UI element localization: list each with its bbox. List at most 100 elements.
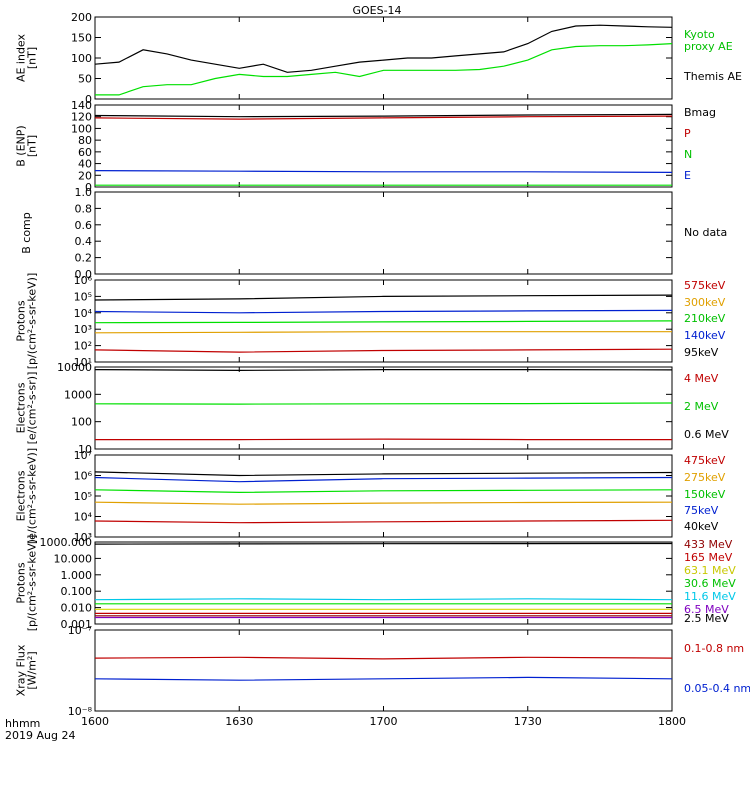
panel-1-legend-3: Themis AE xyxy=(683,70,742,83)
panel-4-legend-3: 210keV xyxy=(684,312,726,325)
panel-4-legend-1: 575keV xyxy=(684,279,726,292)
panel-5-ylabel: Electrons xyxy=(15,382,28,433)
panel-8-ylabel: [W/m²] xyxy=(26,651,39,689)
panel-6-series-275kev xyxy=(94,501,673,505)
panel-2-ytick-label: 120 xyxy=(71,111,92,124)
panel-6-ytick-label: 10⁶ xyxy=(74,470,93,483)
panel-7-legend-5: 11.6 MeV xyxy=(684,590,736,603)
panel-4-series-95kev xyxy=(94,294,673,301)
panel-4-ylabel: [p/(cm²-s-sr-keV)] xyxy=(26,273,39,370)
panel-1-ylabel: AE index xyxy=(15,33,28,82)
panel-7-ylabel: Protons xyxy=(15,562,28,603)
panel-7-legend-3: 63.1 MeV xyxy=(684,564,736,577)
panel-5-ytick-label: 1000 xyxy=(64,388,92,401)
panel-2-legend-2: P xyxy=(684,127,691,140)
panel-4-series-300kev xyxy=(94,331,672,334)
panel-1-legend-2: proxy AE xyxy=(684,40,733,53)
panel-6-series-475kev xyxy=(94,519,673,524)
panel-5-legend-2: 2 MeV xyxy=(684,400,719,413)
panel-3-ylabel: B comp xyxy=(20,212,33,254)
panel-2-legend-4: E xyxy=(684,169,691,182)
panel-6-ylabel: Electrons xyxy=(15,470,28,521)
panel-4-ytick-label: 10⁶ xyxy=(74,274,93,287)
panel-1-ytick-label: 150 xyxy=(71,32,92,45)
panel-5-series-2-mev xyxy=(94,402,673,405)
panel-8-legend-2: 0.05-0.4 nm xyxy=(684,682,750,695)
panel-3-ytick-label: 1.0 xyxy=(75,186,93,199)
panel-4-ytick-label: 10² xyxy=(74,340,92,353)
panel-3-ytick-label: 0.0 xyxy=(75,268,93,281)
panel-4-ytick-label: 10⁵ xyxy=(74,290,92,303)
panel-5-legend-3: 0.6 MeV xyxy=(684,428,729,441)
panel-7-legend-1: 433 MeV xyxy=(684,538,733,551)
panel-5-ylabel: [e/(cm²-s-sr)] xyxy=(26,372,39,445)
time-axis-tick-label: 1700 xyxy=(370,715,398,728)
panel-2-legend-3: N xyxy=(684,148,692,161)
panel-8-series-0-05-0-4-nm xyxy=(94,676,673,681)
panel-5-ytick-label: 10 xyxy=(78,443,92,456)
panel-6-ylabel: [e/(cm²-s-sr-keV)] xyxy=(26,448,39,544)
panel-6-legend-1: 475keV xyxy=(684,454,726,467)
panel-7-ytick-label: 1000.000 xyxy=(40,536,93,549)
panel-3-legend-1: No data xyxy=(684,226,727,239)
panel-6-ytick-label: 10³ xyxy=(74,531,92,544)
panel-5-series-0-6-mev xyxy=(94,369,673,372)
panel-1-series-themis-ae xyxy=(94,24,673,73)
panel-7-series-11-6-mev xyxy=(94,598,673,601)
panel-5-legend-1: 4 MeV xyxy=(684,372,719,385)
panel-1-ytick-label: 50 xyxy=(78,73,92,86)
panel-7-legend-7: 2.5 MeV xyxy=(684,612,729,625)
time-axis-label-line2: 2019 Aug 24 xyxy=(5,729,75,742)
panel-1-ytick-label: 200 xyxy=(71,11,92,24)
panel-8-frame xyxy=(94,629,673,712)
panel-6-legend-5: 40keV xyxy=(684,520,719,533)
panel-6-series-150kev xyxy=(94,489,673,494)
panel-7-ytick-label: 10.000 xyxy=(54,552,93,565)
panel-8-ytick-label: 10⁻⁷ xyxy=(68,624,92,637)
panel-6-frame xyxy=(94,454,673,538)
panel-7-legend-4: 30.6 MeV xyxy=(684,577,736,590)
panel-8-ytick-label: 10⁻⁸ xyxy=(68,705,93,718)
panel-1-series-kyoto-proxy-ae xyxy=(95,43,673,96)
panel-3-ytick-label: 0.6 xyxy=(75,219,93,232)
panel-6-ytick-label: 10⁵ xyxy=(74,490,92,503)
panel-7-ytick-label: 0.001 xyxy=(61,618,93,631)
panel-3-ytick-label: 0.8 xyxy=(75,202,93,215)
panel-7-ytick-label: 0.010 xyxy=(61,602,93,615)
panel-2-series-e xyxy=(94,170,673,173)
panel-6-legend-2: 275keV xyxy=(684,471,726,484)
panel-4-series-140kev xyxy=(94,309,673,314)
panel-8-series-0-1-0-8-nm xyxy=(94,656,673,660)
time-axis-tick-label: 1730 xyxy=(514,715,542,728)
panel-3-ytick-label: 0.2 xyxy=(75,252,93,265)
panel-6-ytick-label: 10⁴ xyxy=(74,511,93,524)
panel-5-ytick-label: 10000 xyxy=(57,361,92,374)
panel-6-legend-3: 150keV xyxy=(684,488,726,501)
panel-2-ytick-label: 60 xyxy=(78,146,92,159)
panel-6-series-40kev xyxy=(94,471,673,477)
panel-3-frame xyxy=(94,191,673,275)
panel-2-ytick-label: 100 xyxy=(71,122,92,135)
panel-2-series-p xyxy=(94,115,673,120)
panel-1-legend-1: Kyoto xyxy=(684,28,715,41)
panel-2-ytick-label: 20 xyxy=(78,169,92,182)
panel-4-series-210kev xyxy=(94,320,673,324)
panel-7-ytick-label: 1.000 xyxy=(61,569,93,582)
panel-6-legend-4: 75keV xyxy=(684,504,719,517)
panel-7-legend-2: 165 MeV xyxy=(684,551,733,564)
panel-2-ylabel: [nT] xyxy=(26,135,39,157)
panel-7-legend-6: 6.5 MeV xyxy=(684,603,729,616)
panel-7-ylabel: [p/(cm²-s-sr-keV)] xyxy=(26,535,39,632)
panel-1-ytick-label: 0 xyxy=(85,93,92,106)
panel-4-legend-4: 140keV xyxy=(684,329,726,342)
panel-4-ytick-label: 10³ xyxy=(74,323,92,336)
panel-7-frame xyxy=(94,541,673,625)
panel-2-series-bmag xyxy=(94,113,673,118)
panel-8-ylabel: Xray Flux xyxy=(15,644,28,696)
panel-7-ytick-label: 0.100 xyxy=(61,585,93,598)
panel-1-ylabel: [nT] xyxy=(26,47,39,69)
panel-5-frame xyxy=(94,366,673,450)
panel-5-series-4-mev xyxy=(95,438,672,441)
time-axis-tick-label: 1600 xyxy=(81,715,109,728)
